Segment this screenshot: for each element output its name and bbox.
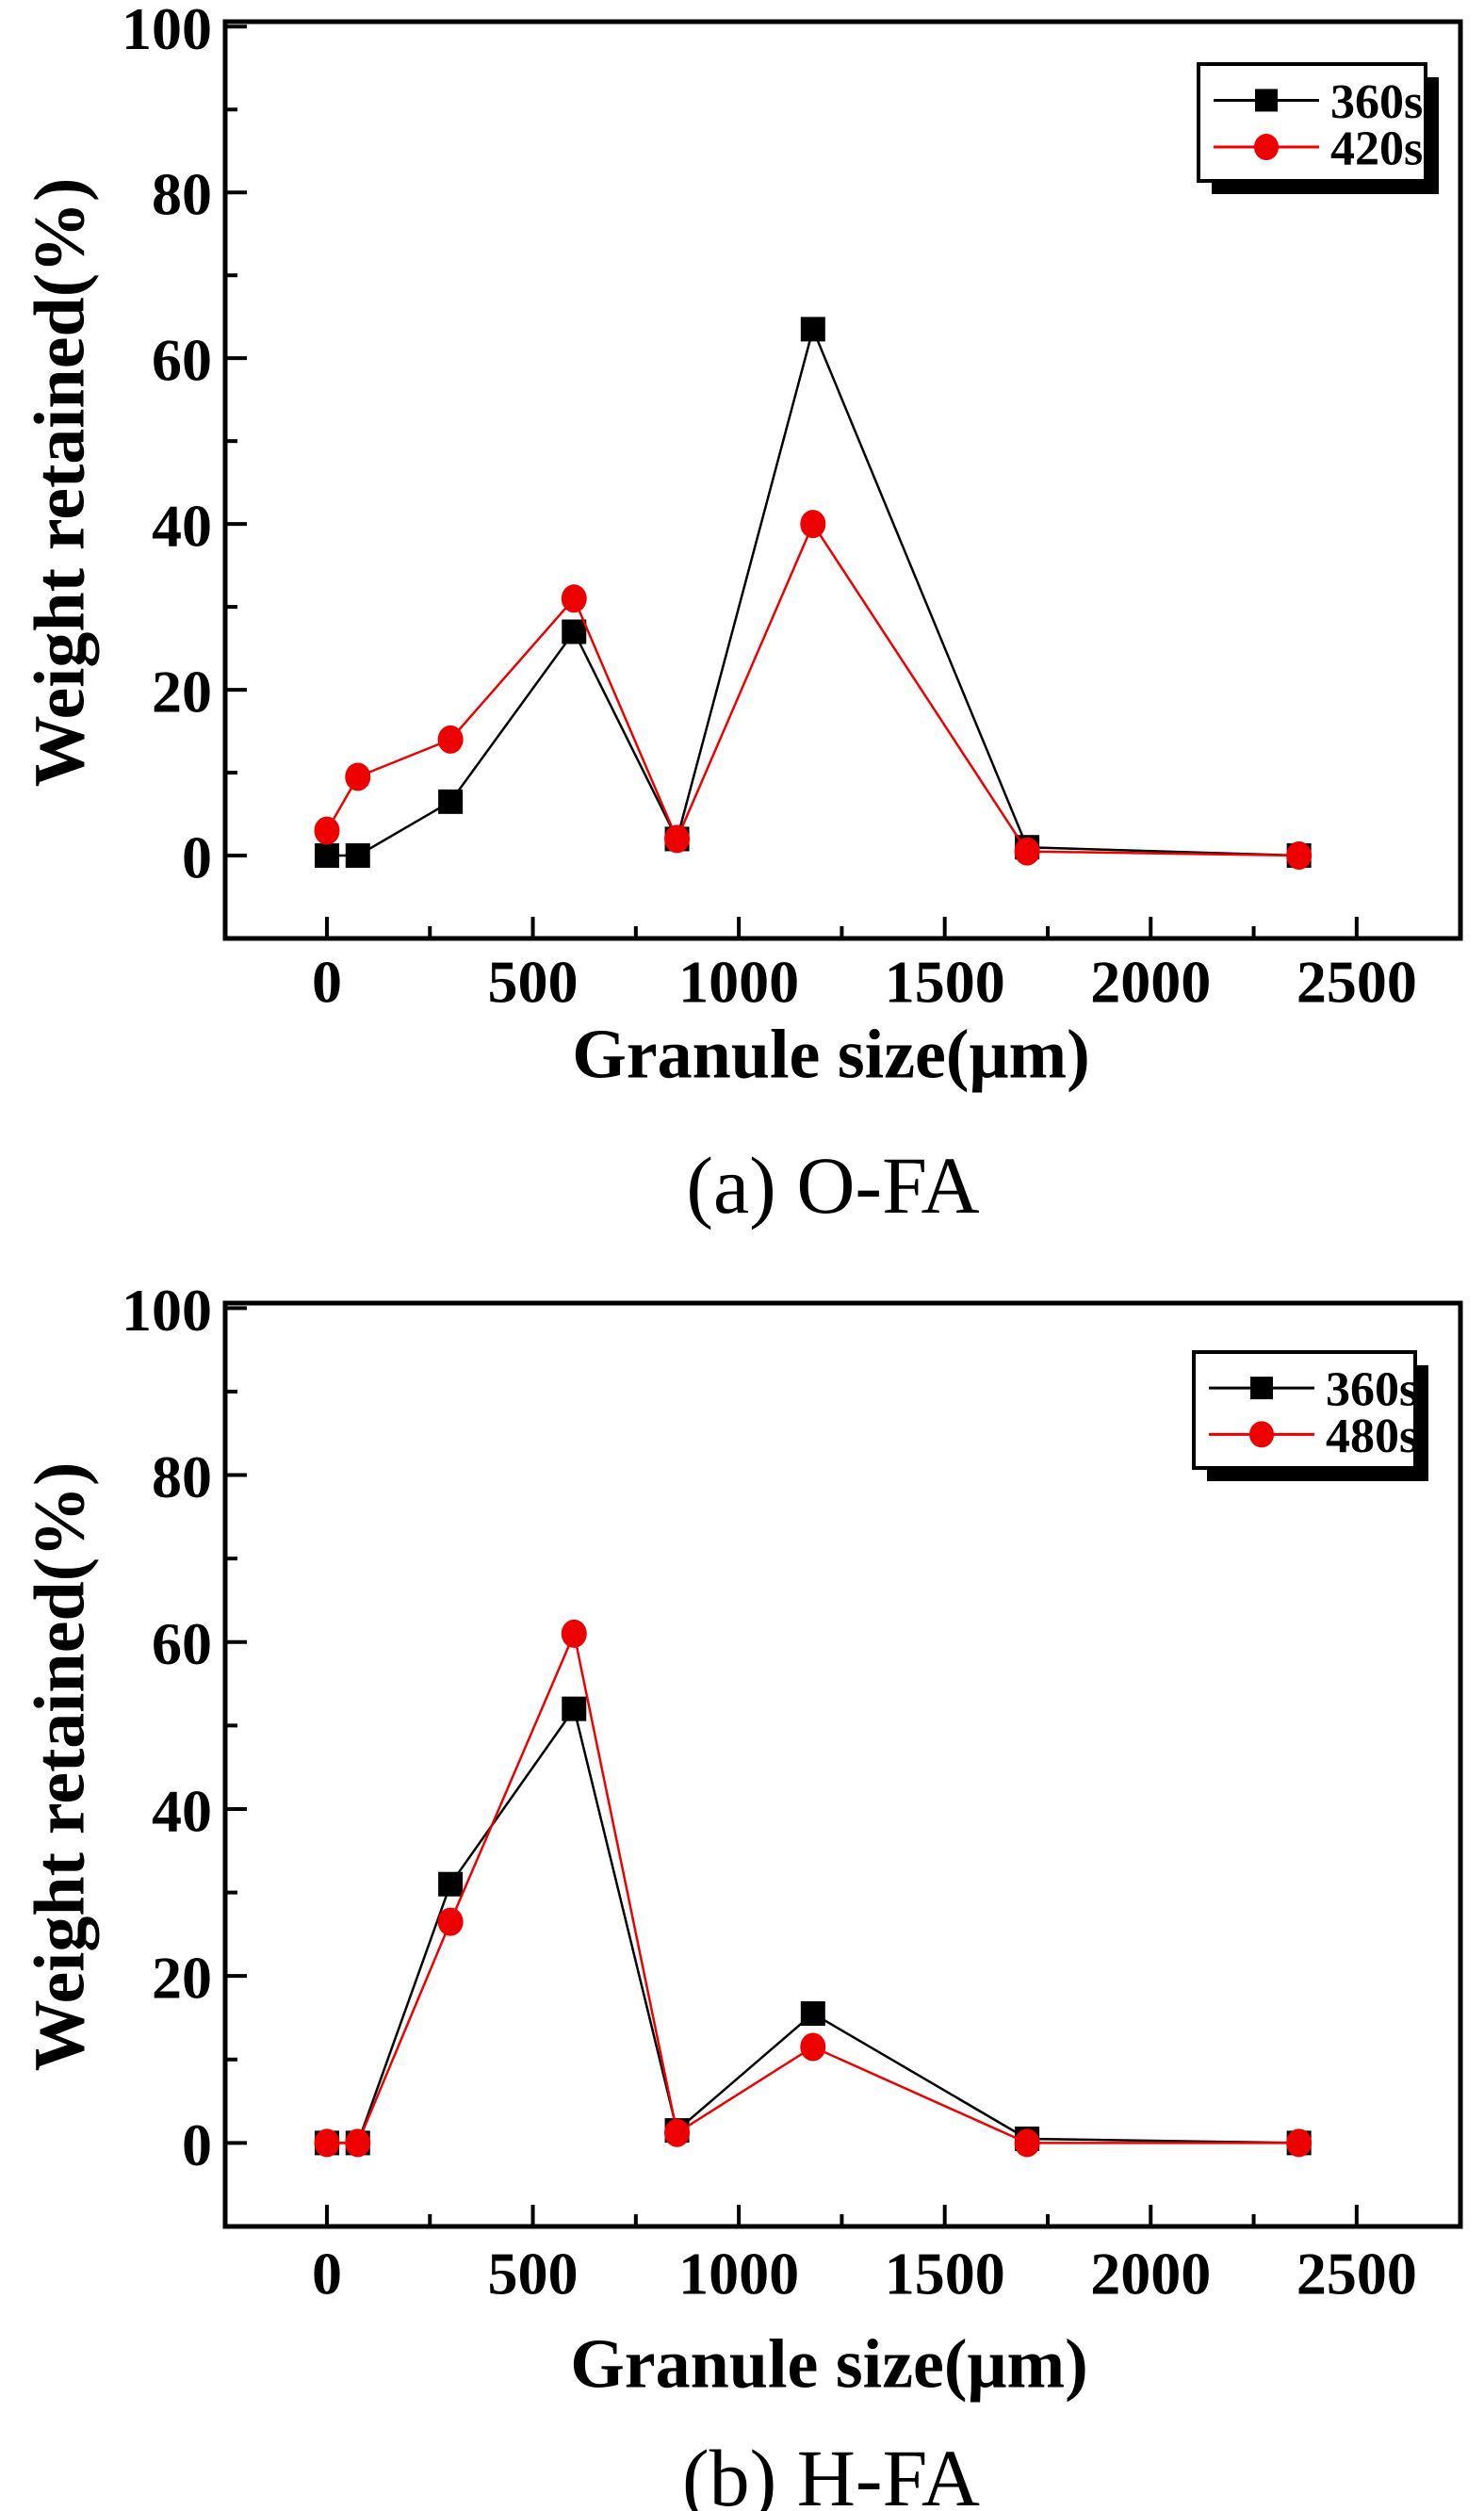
data-point-marker <box>561 1619 587 1648</box>
tick-labels: 0 500 1000 1500 2000 2500 0 20 40 60 80 100 <box>122 0 1417 1016</box>
axis-ticks <box>225 24 1359 938</box>
y-axis-label-a: Weight retained(%) <box>20 177 100 788</box>
caption-a: (a) O-FA <box>686 1140 980 1231</box>
data-point-marker <box>562 1696 587 1721</box>
x-tick-label: 2500 <box>1296 949 1417 1016</box>
tick-labels: 0 500 1000 1500 2000 2500 0 20 40 60 80 100 <box>122 1277 1417 2307</box>
y-tick-label: 100 <box>122 1277 212 1344</box>
caption-b: (b) H-FA <box>681 2433 981 2511</box>
x-tick-label: 1500 <box>885 949 1005 1016</box>
data-point-marker <box>438 1871 464 1897</box>
legend-label: 360s <box>1330 75 1423 129</box>
data-point-marker <box>345 843 370 869</box>
data-point-marker <box>1286 2128 1313 2158</box>
y-tick-label: 40 <box>152 1777 212 1844</box>
series-360s <box>314 1696 1312 2156</box>
y-tick-label: 20 <box>152 1945 212 2012</box>
data-point-marker <box>314 816 340 845</box>
x-tick-label: 1500 <box>885 2241 1005 2307</box>
legend-marker-circle <box>1254 134 1279 161</box>
y-tick-label: 20 <box>152 659 212 726</box>
figure-b: 0 500 1000 1500 2000 2500 0 20 40 60 80 100 360s 480s… <box>0 1253 1484 2511</box>
x-tick-label: 500 <box>488 2241 579 2307</box>
x-tick-label: 0 <box>312 949 342 1016</box>
data-point-marker <box>345 2128 371 2158</box>
data-point-marker <box>1014 837 1040 866</box>
data-point-marker <box>800 510 826 539</box>
data-point-marker <box>562 619 587 644</box>
data-point-marker <box>437 1907 464 1936</box>
data-point-marker <box>800 2032 826 2062</box>
x-axis-label-b: Granule size(μm) <box>570 2325 1088 2404</box>
data-point-marker <box>314 843 339 869</box>
axis-ticks <box>225 1306 1359 2226</box>
data-point-marker <box>800 317 825 342</box>
data-point-marker <box>800 2001 825 2027</box>
legend-label: 420s <box>1330 122 1423 176</box>
series-360s-line <box>326 325 1299 857</box>
data-point-marker <box>664 2118 691 2147</box>
data-point-marker <box>438 789 464 814</box>
series-360s <box>314 317 1312 869</box>
y-tick-label: 60 <box>152 1610 212 1677</box>
legend-marker-square <box>1255 89 1278 112</box>
series-480s-line <box>326 1629 1299 2144</box>
x-tick-label: 2500 <box>1296 2241 1417 2307</box>
y-tick-label: 60 <box>152 327 212 394</box>
y-tick-label: 80 <box>152 1443 212 1510</box>
x-axis-label-a: Granule size(μm) <box>572 1016 1090 1094</box>
y-tick-label: 100 <box>122 0 212 62</box>
legend-marker-circle <box>1249 1421 1274 1448</box>
y-axis-label-b: Weight retained(%) <box>20 1461 100 2072</box>
data-point-marker <box>664 824 691 854</box>
data-point-marker <box>1014 2128 1040 2158</box>
series-420s <box>314 510 1313 871</box>
y-tick-label: 0 <box>182 824 212 891</box>
legend-marker-square <box>1250 1377 1273 1400</box>
legend-label: 360s <box>1326 1363 1418 1417</box>
legend-box <box>1192 1350 1417 1470</box>
data-point-marker <box>561 584 587 613</box>
x-tick-label: 2000 <box>1090 2241 1211 2307</box>
x-tick-label: 0 <box>312 2241 342 2307</box>
data-point-marker <box>437 725 464 754</box>
x-tick-label: 500 <box>488 949 579 1016</box>
series-360s-line <box>326 1705 1299 2144</box>
data-point-marker <box>345 762 371 791</box>
series-420s-line <box>325 521 1299 857</box>
legend-box <box>1197 62 1427 183</box>
x-tick-label: 1000 <box>678 949 799 1016</box>
x-tick-label: 2000 <box>1090 949 1211 1016</box>
legend-label: 480s <box>1326 1410 1418 1463</box>
data-point-marker <box>314 2128 340 2158</box>
y-tick-label: 80 <box>152 161 212 228</box>
y-tick-label: 0 <box>182 2112 212 2178</box>
series-480s <box>314 1619 1313 2158</box>
figure-a: 0 500 1000 1500 2000 2500 0 20 40 60 80 100 360s 420s… <box>0 0 1484 1253</box>
y-tick-label: 40 <box>152 493 212 560</box>
data-point-marker <box>1286 841 1313 871</box>
x-tick-label: 1000 <box>678 2241 799 2307</box>
